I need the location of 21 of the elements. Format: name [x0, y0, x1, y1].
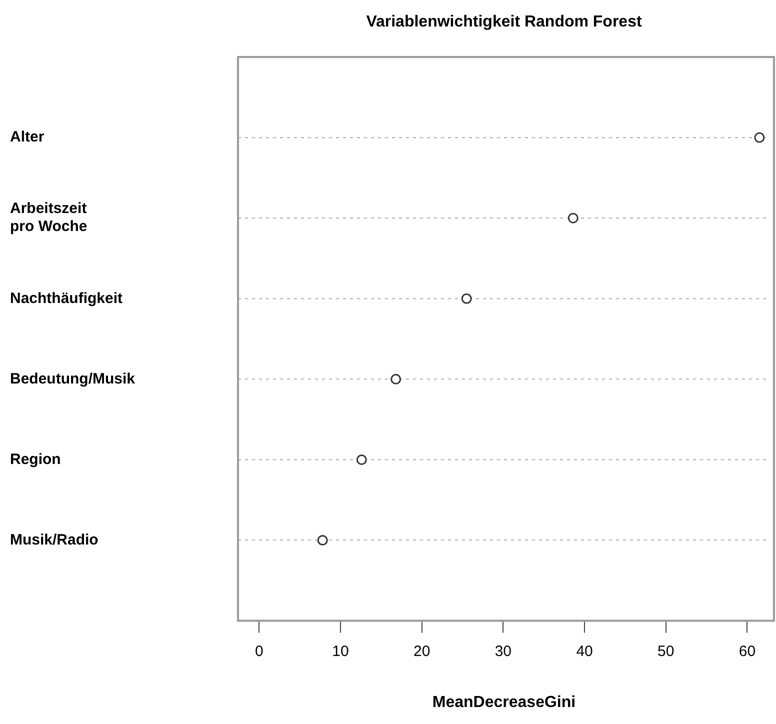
x-tick-label: 60 [738, 642, 756, 660]
x-tick-label: 10 [332, 642, 349, 660]
point [568, 212, 578, 224]
y-tick-label: Bedeutung/Musik [10, 370, 136, 388]
x-tick-label: 50 [658, 642, 674, 660]
x-tick-label: 20 [413, 642, 430, 660]
x-tick-label: 40 [576, 642, 593, 660]
y-tick-label: Alter [10, 128, 44, 146]
point [461, 293, 472, 304]
y-tick-label: Arbeitszeit pro Woche [10, 200, 88, 236]
point [356, 454, 367, 465]
x-tick-label: 30 [494, 642, 512, 660]
y-tick-label: Region [10, 450, 61, 468]
chart-title: Variablenwichtigkeit Random Forest [366, 13, 642, 30]
y-tick-label: Musik/Radio [10, 531, 98, 548]
point [754, 132, 765, 143]
x-axis-title: MeanDecreaseGini [432, 694, 576, 711]
point [317, 535, 328, 546]
x-tick-label: 0 [254, 642, 264, 660]
point [390, 374, 402, 384]
y-tick-label: Nachthäufigkeit [10, 290, 123, 307]
